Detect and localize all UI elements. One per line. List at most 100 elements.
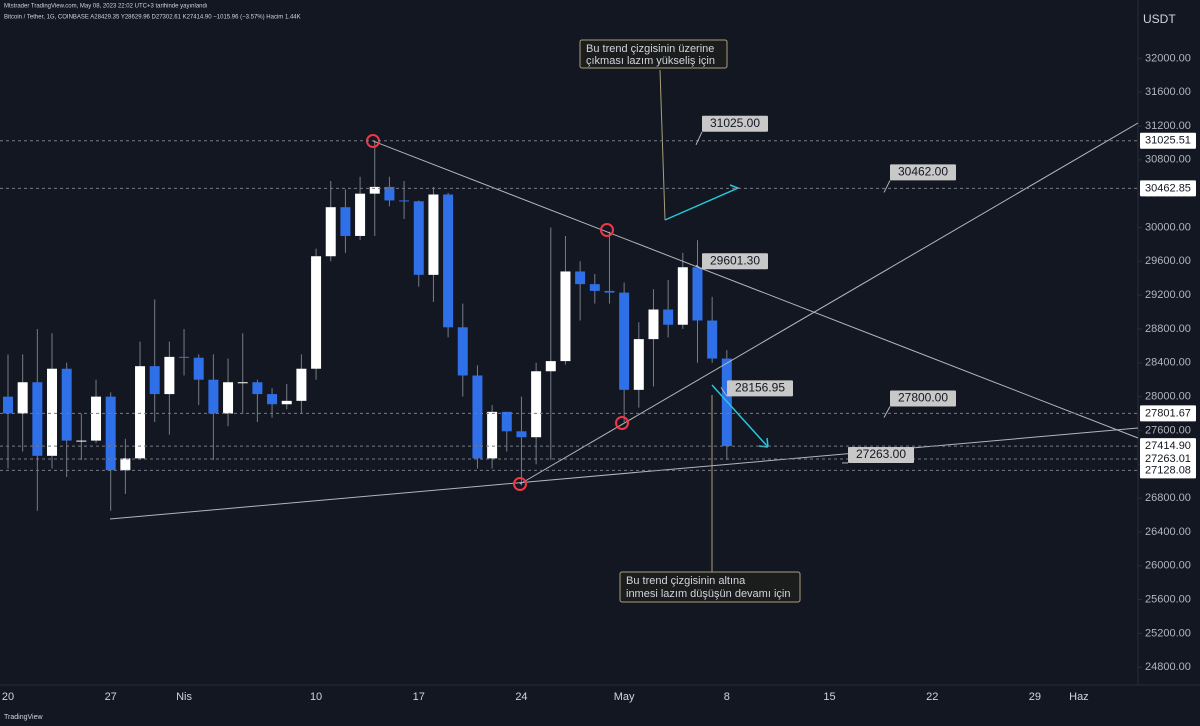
candle-body: [120, 458, 131, 471]
candle-body: [575, 271, 586, 285]
candle-body: [516, 431, 527, 438]
trend-line: [372, 140, 1139, 439]
callout-text: çıkması lazım yükseliş için: [586, 55, 715, 67]
annotation-leader: [883, 180, 891, 193]
candle-body: [472, 375, 483, 459]
trend-line: [109, 427, 1139, 520]
header-subtitle: Bitcoin / Tether, 1G, COINBASE A28429.35…: [4, 15, 301, 21]
price-label-box: [1140, 132, 1196, 149]
candle-body: [76, 440, 87, 442]
price-label-box: [1140, 438, 1196, 455]
candle-body: [325, 207, 336, 257]
candle-body: [179, 356, 190, 358]
x-tick-label: 10: [310, 691, 322, 703]
price-label: 31025.51: [1145, 135, 1191, 147]
candle-body: [619, 292, 630, 390]
y-tick-label: 25600.00: [1145, 593, 1191, 605]
candle-body: [3, 396, 13, 414]
y-tick-label: 26400.00: [1145, 526, 1191, 538]
candle-body: [296, 368, 307, 401]
annotation-box: [702, 253, 768, 270]
y-tick-label: 26800.00: [1145, 492, 1191, 504]
x-tick-label: 8: [724, 691, 730, 703]
pivot-marker: [615, 416, 629, 430]
annotation-box: [702, 115, 768, 132]
candle-body: [267, 394, 278, 405]
annotation-label: 30462.00: [898, 165, 948, 179]
callout-box: [619, 571, 801, 603]
annotation-leader: [695, 131, 703, 146]
candle-body: [604, 290, 615, 293]
price-label: 27263.01: [1145, 453, 1191, 465]
candle-body: [443, 194, 454, 328]
x-tick-label: May: [614, 691, 635, 703]
y-tick-label: 30800.00: [1145, 154, 1191, 166]
y-tick-label: 31600.00: [1145, 86, 1191, 98]
x-tick-label: 17: [413, 691, 425, 703]
x-tick-label: 27: [105, 691, 117, 703]
x-tick-label: 29: [1029, 691, 1041, 703]
candle-body: [135, 366, 146, 459]
candle-body: [413, 201, 424, 275]
y-tick-label: 29200.00: [1145, 289, 1191, 301]
candle-body: [32, 382, 43, 456]
x-tick-label: 24: [515, 691, 527, 703]
y-tick-label: 29600.00: [1145, 255, 1191, 267]
annotation-box: [890, 390, 956, 407]
candle-body: [105, 396, 116, 471]
x-tick-label: 20: [2, 691, 14, 703]
axis-unit: USDT: [1143, 12, 1176, 26]
candle-body: [252, 382, 263, 395]
annotation-box: [848, 446, 914, 463]
y-tick-label: 27600.00: [1145, 424, 1191, 436]
candle-body: [193, 357, 204, 380]
candle-body: [633, 339, 644, 390]
candle-body: [149, 366, 160, 395]
candle-body: [560, 271, 571, 362]
candle-body: [501, 411, 512, 432]
annotation-box: [727, 380, 793, 397]
candle-body: [281, 400, 292, 405]
annotation-label: 28156.95: [735, 381, 785, 395]
y-tick-label: 25200.00: [1145, 627, 1191, 639]
candle-body: [47, 368, 58, 456]
candle-body: [91, 396, 102, 441]
overlays: Bu trend çizgisinin üzerine çıkması lazı…: [579, 39, 801, 603]
footer-brand: TradingView: [4, 714, 43, 721]
candle-body: [589, 284, 600, 291]
annotation-leader: [695, 264, 703, 270]
candle-body: [399, 200, 410, 202]
pivot-marker: [600, 223, 614, 237]
candle-body: [545, 361, 556, 372]
y-tick-label: 30000.00: [1145, 221, 1191, 233]
price-label: 30462.85: [1145, 182, 1191, 194]
price-label: 27414.90: [1145, 440, 1191, 452]
candle-body: [164, 356, 175, 395]
annotation-leader: [883, 406, 891, 418]
annotation-label: 29601.30: [710, 253, 760, 267]
header-title: Mtstrader TradingView.com, May 08, 2023 …: [4, 4, 208, 10]
annotation-box: [890, 164, 956, 181]
candle-body: [355, 193, 366, 236]
candle-body: [208, 379, 219, 414]
y-tick-label: 26000.00: [1145, 560, 1191, 572]
candle-body: [384, 186, 395, 201]
candle-body: [692, 267, 703, 321]
annotation-label: 27263.00: [856, 447, 906, 461]
price-label-box: [1140, 180, 1196, 197]
y-tick-label: 31200.00: [1145, 120, 1191, 132]
candle-body: [369, 186, 380, 194]
x-tick-label: Haz: [1069, 691, 1089, 703]
callout-text: Bu trend çizgisinin üzerine: [586, 43, 714, 55]
callout-text: inmesi lazım düşüşün devamı için: [626, 588, 790, 600]
price-label-box: [1140, 462, 1196, 479]
candle-body: [223, 382, 234, 414]
candle-body: [648, 309, 659, 340]
candle-body: [663, 309, 674, 325]
candle-body: [531, 371, 542, 438]
trend-line: [519, 122, 1139, 485]
candle-body: [61, 368, 72, 441]
candle-body: [340, 207, 351, 236]
